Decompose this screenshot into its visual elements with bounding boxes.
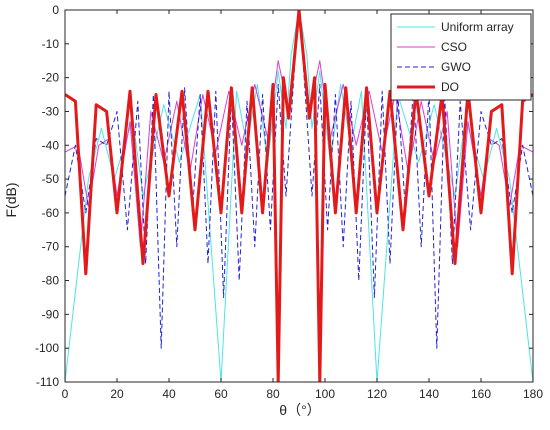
legend-label: DO: [441, 80, 459, 94]
y-tick-label: -80: [42, 274, 60, 288]
y-tick-label: -60: [42, 206, 60, 220]
y-axis-label: F(dB): [3, 183, 19, 218]
plot-area: [65, 10, 533, 382]
x-tick-label: 100: [315, 387, 335, 401]
legend: Uniform array CSO GWO DO: [390, 13, 532, 101]
x-tick-label: 80: [266, 387, 280, 401]
y-tick-label: -70: [42, 240, 60, 254]
x-tick-label: 120: [367, 387, 387, 401]
x-tick-label: 160: [471, 387, 491, 401]
y-tick-label: -110: [36, 375, 59, 389]
y-tick-label: -100: [35, 341, 59, 355]
x-tick-label: 140: [419, 387, 439, 401]
plot-frame: [64, 9, 534, 383]
x-tick-label: 60: [214, 387, 228, 401]
y-tick-label: -90: [42, 307, 60, 321]
axes: 0 20 40 60 80 100 120 140 160 180 0 -10 -20 -30 -40 -50…: [35, 3, 543, 401]
x-tick-label: 0: [62, 387, 69, 401]
y-tick-label: -30: [42, 104, 60, 118]
legend-label: GWO: [441, 60, 471, 74]
legend-label: CSO: [441, 40, 467, 54]
y-tick-label: -40: [42, 138, 60, 152]
y-tick-label: -10: [42, 37, 60, 51]
x-tick-label: 180: [523, 387, 543, 401]
y-tick-label: -50: [42, 172, 60, 186]
series-line-do: [65, 10, 533, 382]
y-tick-label: 0: [52, 3, 59, 17]
legend-label: Uniform array: [441, 20, 514, 34]
x-tick-label: 20: [110, 387, 124, 401]
series-line-gwo: [65, 10, 533, 349]
x-axis-label: θ（°）: [279, 402, 320, 418]
y-tick-label: -20: [42, 71, 60, 85]
x-tick-label: 40: [162, 387, 176, 401]
